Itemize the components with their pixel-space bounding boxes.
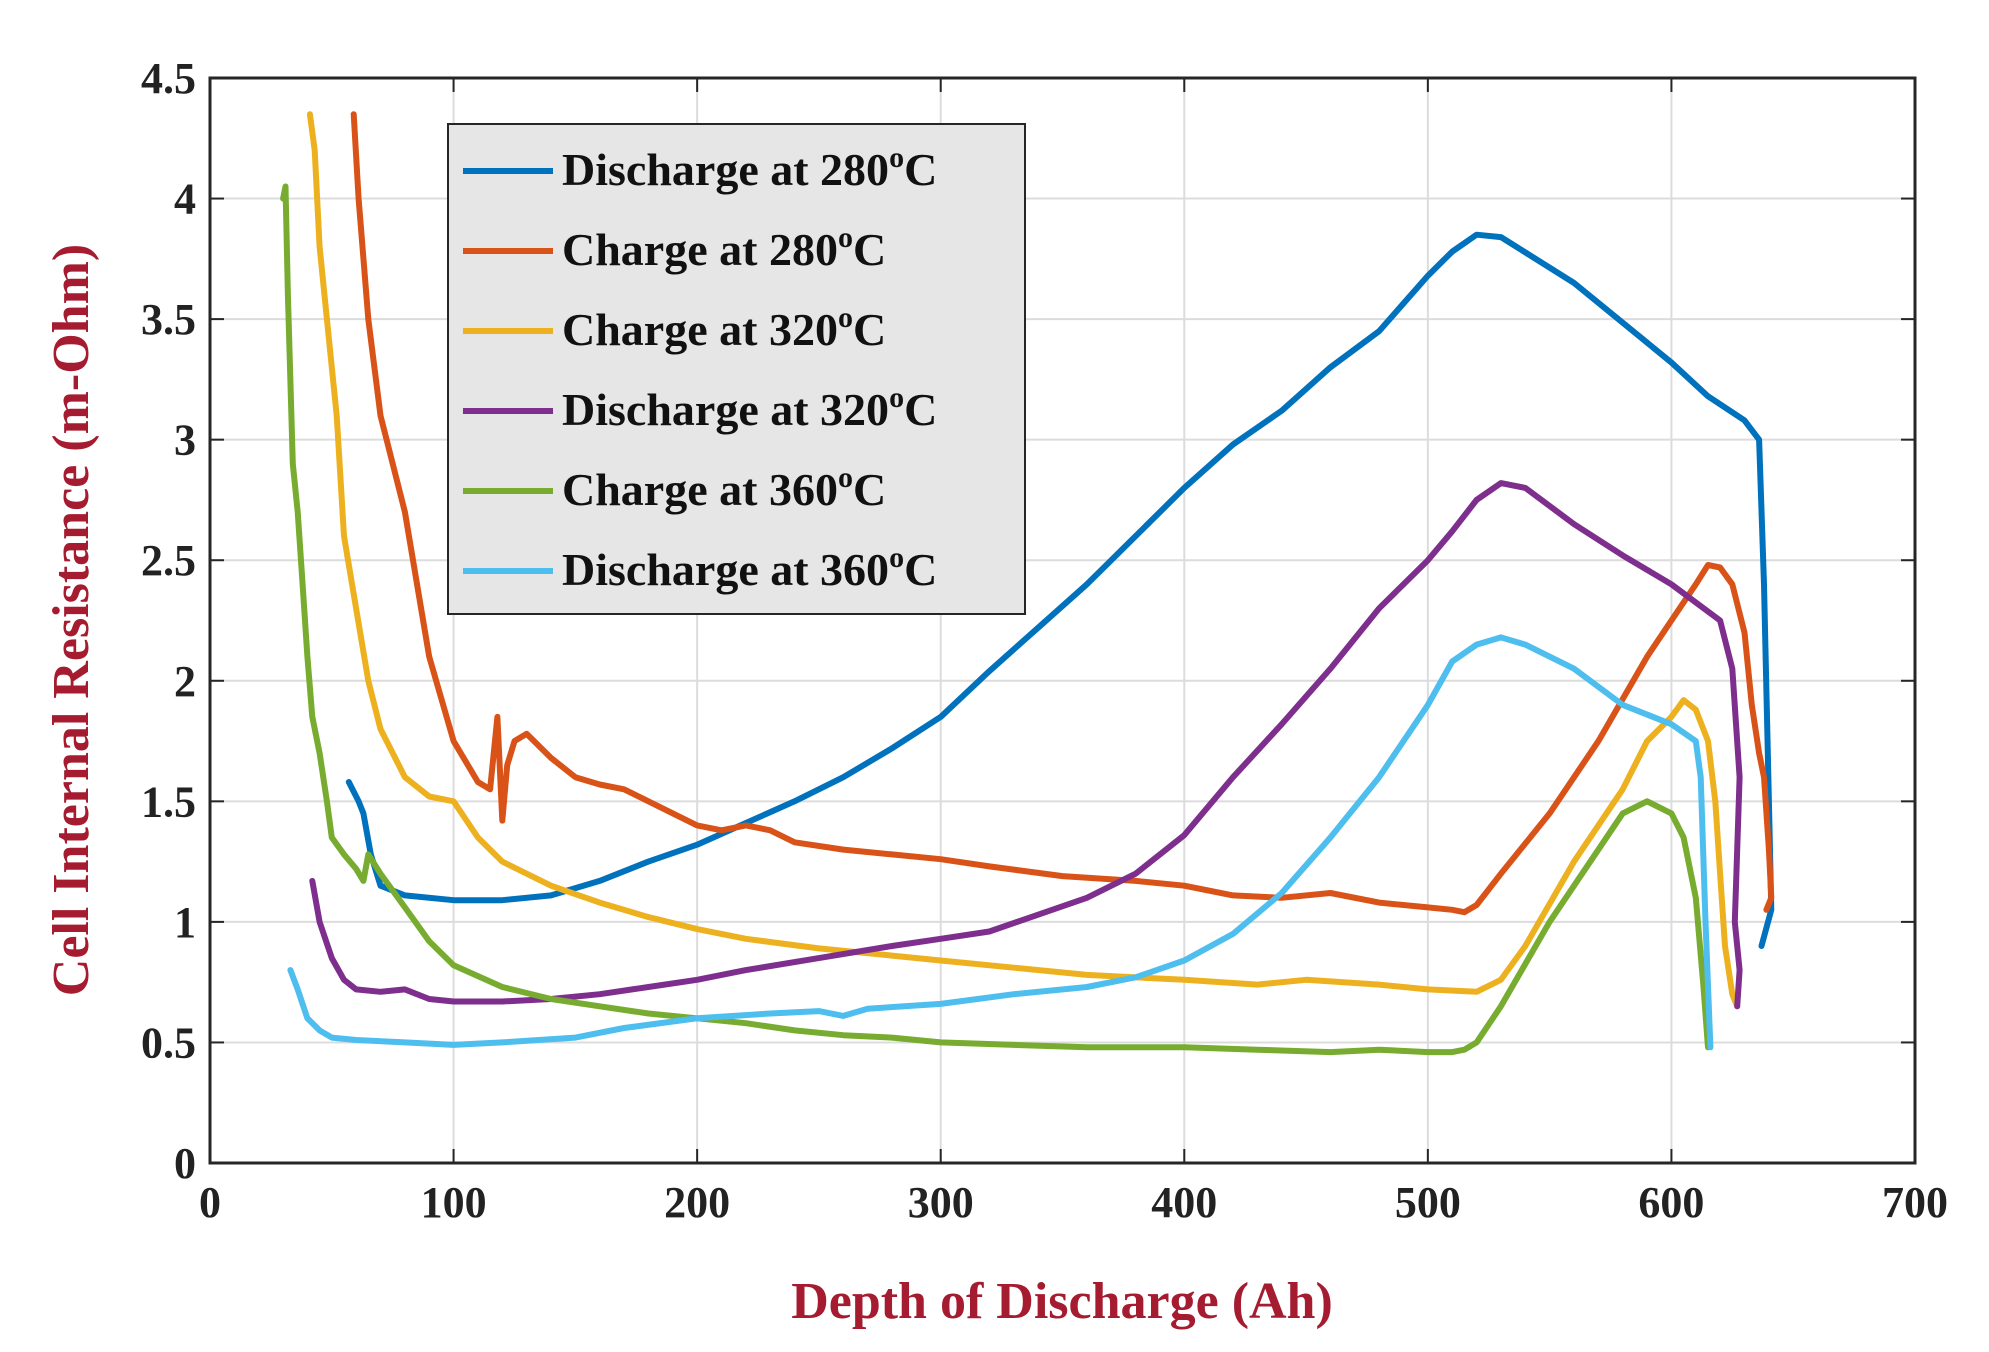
y-axis-title: Cell Internal Resistance (m-Ohm) — [43, 244, 100, 996]
legend-entry-6: Discharge at 360oC — [562, 541, 937, 595]
x-tick-label: 600 — [1638, 1178, 1704, 1227]
degree-mark: o — [838, 301, 853, 334]
legend-unit: C — [853, 464, 886, 515]
y-tick-label: 1 — [174, 898, 196, 947]
degree-mark: o — [889, 141, 904, 174]
x-tick-label: 500 — [1395, 1178, 1461, 1227]
x-tick-label: 0 — [199, 1178, 221, 1227]
legend-entry-4: Discharge at 320oC — [562, 381, 937, 435]
y-tick-label: 4 — [174, 175, 196, 224]
y-tick-label: 2 — [174, 657, 196, 706]
legend-label: Discharge at 360 — [562, 544, 889, 595]
y-tick-label: 4.5 — [141, 54, 196, 103]
degree-mark: o — [838, 461, 853, 494]
series-line-1 — [345, 231, 1775, 949]
plot-frame — [208, 76, 1917, 1165]
x-tick-label: 700 — [1882, 1178, 1948, 1227]
legend-entry-5: Charge at 360oC — [562, 461, 886, 515]
legend-label: Discharge at 280 — [562, 144, 889, 195]
y-tick-label: 3.5 — [141, 295, 196, 344]
degree-mark: o — [889, 381, 904, 414]
y-tick-label: 1.5 — [141, 777, 196, 826]
x-tick-label: 400 — [1151, 1178, 1217, 1227]
x-tick-label: 300 — [908, 1178, 974, 1227]
legend-unit: C — [904, 384, 937, 435]
legend-unit: C — [904, 544, 937, 595]
legend-entry-1: Discharge at 280oC — [562, 141, 937, 195]
series-line-3 — [306, 111, 1741, 1010]
series-line-4 — [309, 480, 1743, 1010]
series-line-6 — [287, 634, 1714, 1051]
plot-lines — [280, 111, 1775, 1056]
legend-label: Charge at 360 — [562, 464, 838, 515]
y-tick-label: 2.5 — [141, 536, 196, 585]
series-line-2 — [350, 111, 1775, 916]
x-tick-label: 100 — [421, 1178, 487, 1227]
axis-ticks: 0 100 200 300 400 500 600 700 0 0.5 1 1.5 2 2.5 3 3.5 4 4… — [141, 54, 1948, 1227]
degree-mark: o — [889, 541, 904, 574]
x-axis-title: Depth of Discharge (Ah) — [791, 1273, 1333, 1330]
legend-entry-2: Charge at 280oC — [562, 221, 886, 275]
legend-box — [447, 123, 1026, 615]
legend-unit: C — [853, 224, 886, 275]
legend-label: Charge at 280 — [562, 224, 838, 275]
legend-unit: C — [904, 144, 937, 195]
legend-unit: C — [853, 304, 886, 355]
degree-mark: o — [838, 221, 853, 254]
y-tick-label: 0.5 — [141, 1018, 196, 1067]
legend-entry-3: Charge at 320oC — [562, 301, 886, 355]
y-tick-label: 3 — [174, 416, 196, 465]
x-tick-label: 200 — [664, 1178, 730, 1227]
series-line-5 — [280, 183, 1711, 1056]
legend-label: Discharge at 320 — [562, 384, 889, 435]
legend-label: Charge at 320 — [562, 304, 838, 355]
y-tick-label: 0 — [174, 1139, 196, 1188]
